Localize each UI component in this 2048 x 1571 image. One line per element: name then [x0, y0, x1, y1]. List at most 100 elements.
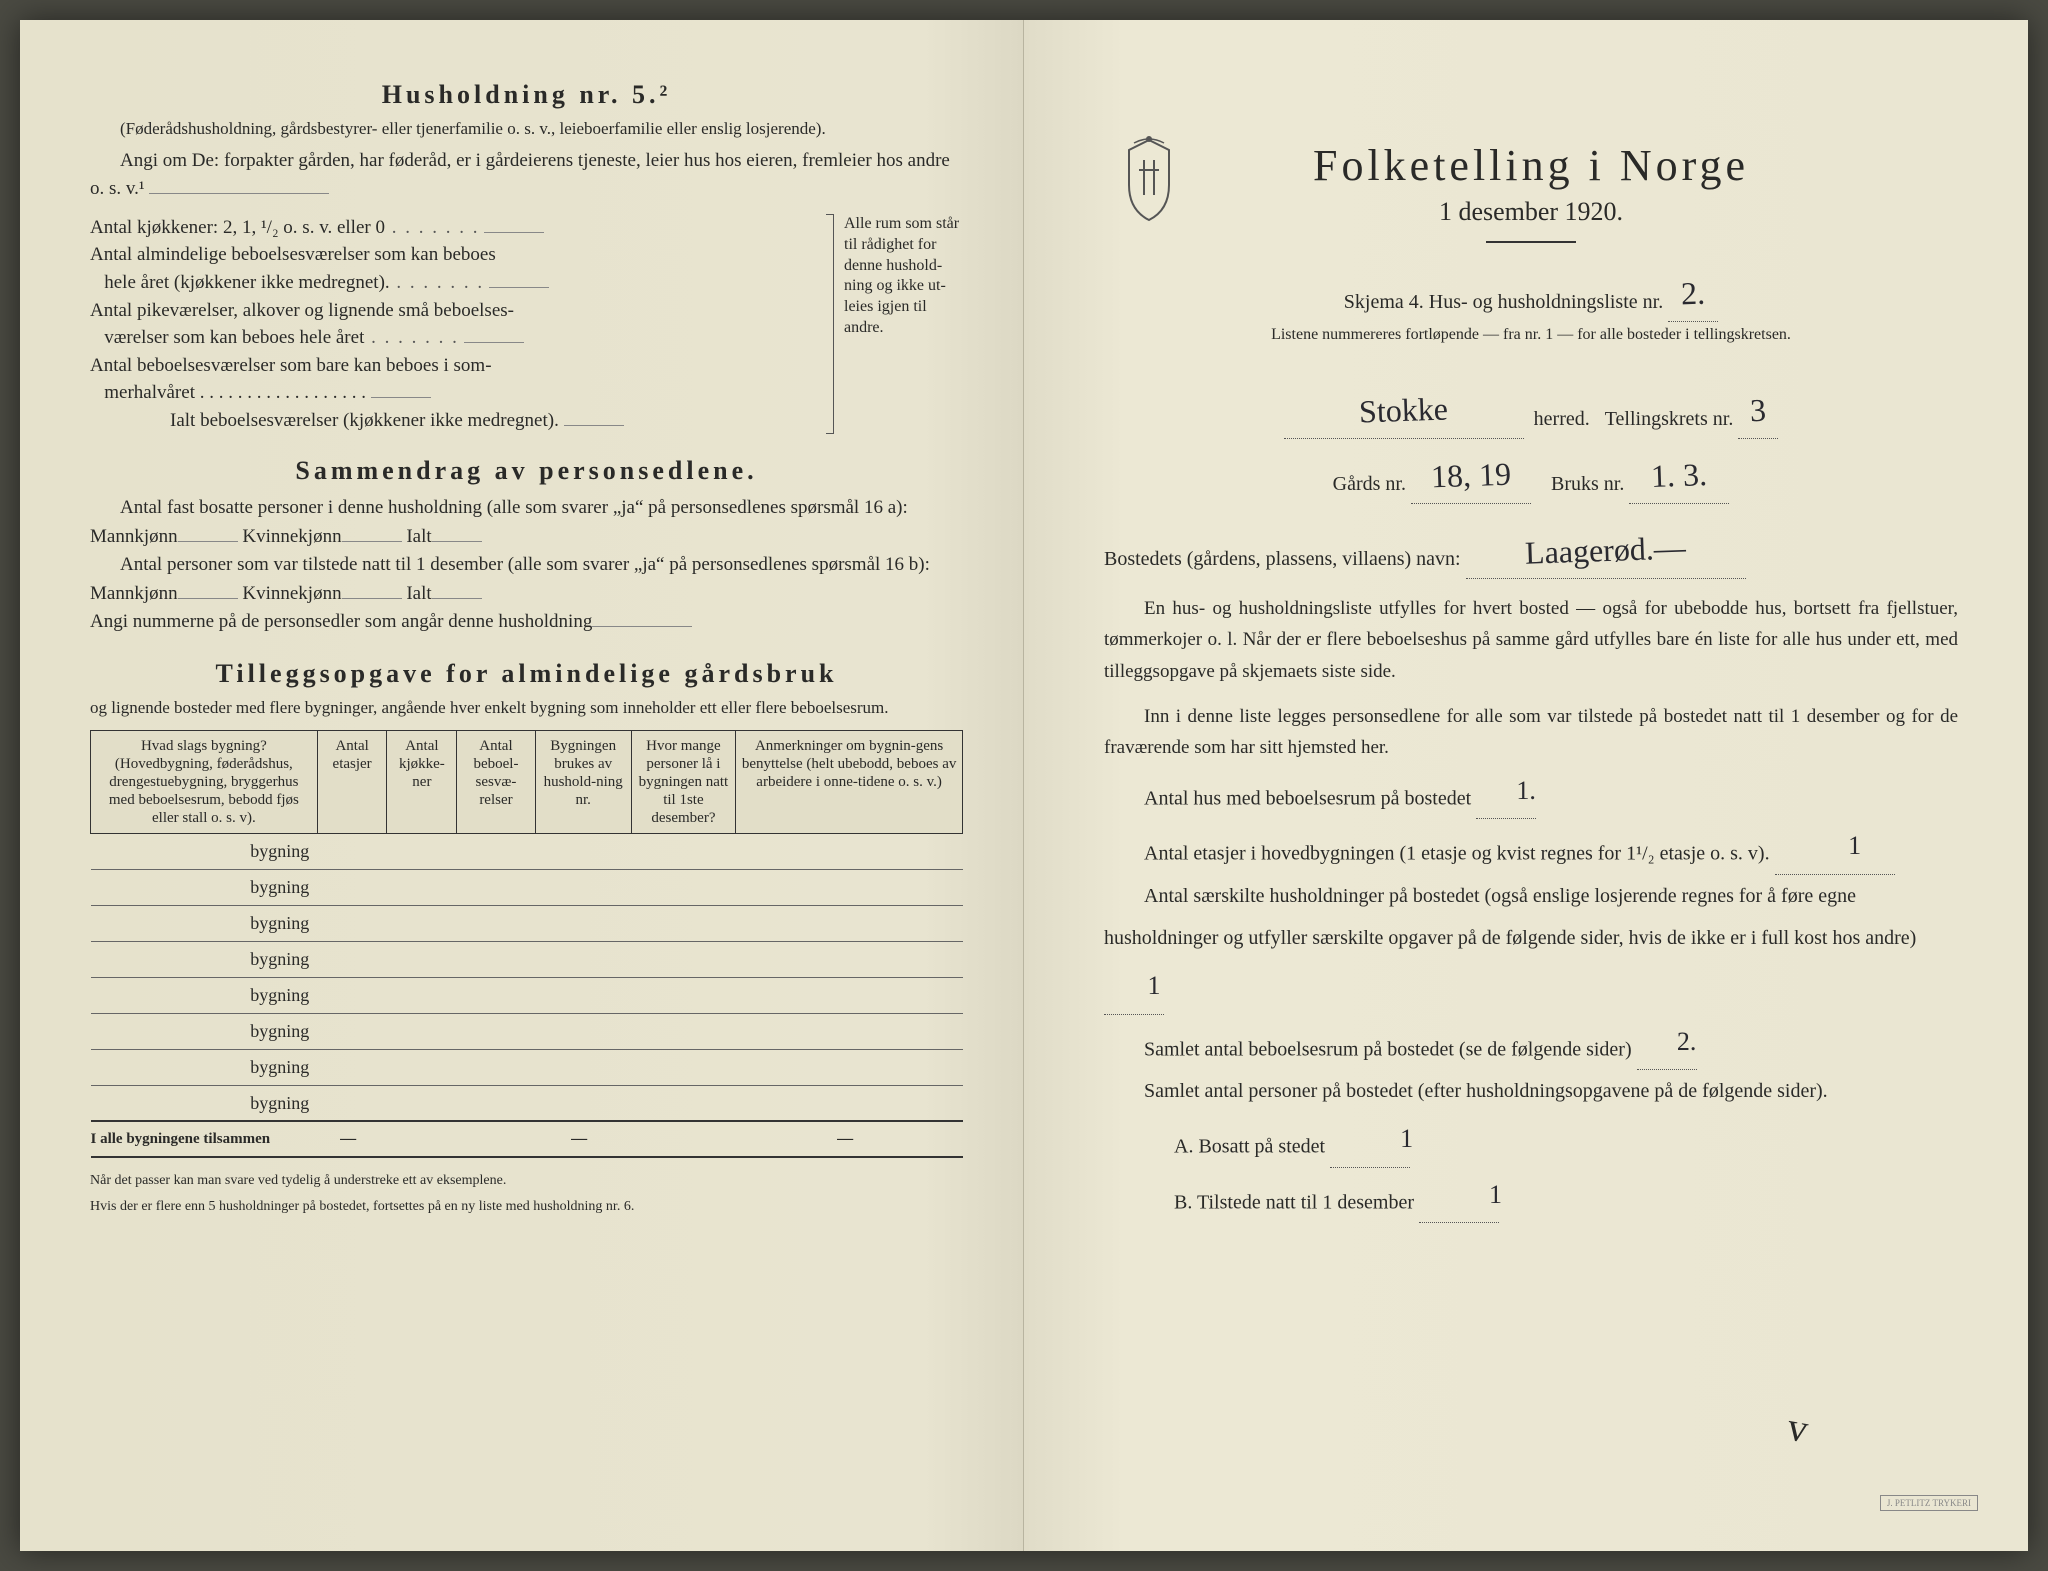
dots — [385, 217, 480, 238]
k1: Antal kjøkkener: 2, 1, ¹/₂ o. s. v. elle… — [90, 214, 833, 242]
listene-note: Listene nummereres fortløpende — fra nr.… — [1104, 326, 1958, 344]
dash: — — [535, 1121, 631, 1157]
footnote1: Når det passer kan man svare ved tydelig… — [90, 1172, 963, 1190]
k2b: hele året (kjøkkener ikke medregnet). — [104, 272, 389, 293]
s2b: Kvinnekjønn — [242, 583, 341, 604]
cell-bygning: bygning — [91, 833, 318, 869]
household-heading: Husholdning nr. 5.² — [90, 80, 963, 110]
f2-value: 1 — [1848, 831, 1861, 860]
kitchen-brace-text: Alle rum som står til rådighet for denne… — [833, 214, 963, 434]
f3-value: 1 — [1148, 971, 1161, 1000]
bostedets-line: Bostedets (gårdens, plassens, villaens) … — [1104, 514, 1958, 579]
blank — [432, 541, 482, 542]
title-rule — [1486, 241, 1576, 243]
f1-value: 1. — [1516, 776, 1536, 805]
f2-row: Antal etasjer i hovedbygningen (1 etasje… — [1104, 819, 1958, 875]
blank — [484, 232, 544, 233]
table-row: bygning — [91, 1049, 963, 1085]
k5-text: Ialt beboelsesværelser (kjøkkener ikke m… — [170, 410, 559, 431]
s2c: Ialt — [406, 583, 431, 604]
left-page: Husholdning nr. 5.² (Føderådshusholdning… — [20, 20, 1024, 1551]
para2: Inn i denne liste legges personsedlene f… — [1104, 701, 1958, 764]
printer-stamp: J. PETLITZ TRYKERI — [1880, 1495, 1978, 1511]
table-row: bygning — [91, 941, 963, 977]
s3: Angi nummerne på de personsedler som ang… — [90, 608, 963, 637]
table-row: bygning — [91, 869, 963, 905]
f1-row: Antal hus med beboelsesrum på bostedet 1… — [1104, 764, 1958, 820]
table-row: bygning — [91, 977, 963, 1013]
sammendrag-heading: Sammendrag av personsedlene. — [90, 456, 963, 486]
s1-text: Antal fast bosatte personer i denne hush… — [90, 497, 908, 547]
blank — [592, 626, 692, 627]
tillegg-heading: Tilleggsopgave for almindelige gårdsbruk — [90, 659, 963, 689]
th7: Anmerkninger om bygnin-gens benyttelse (… — [736, 730, 963, 833]
skjema-line: Skjema 4. Hus- og husholdningsliste nr. … — [1104, 257, 1958, 322]
gards-value: 18, 19 — [1430, 442, 1512, 509]
blank — [342, 541, 402, 542]
tillegg-sub: og lignende bosteder med flere bygninger… — [90, 697, 963, 720]
cell-bygning: bygning — [91, 905, 318, 941]
blank — [432, 598, 482, 599]
gards-line: Gårds nr. 18, 19 Bruks nr. 1. 3. — [1104, 439, 1958, 504]
household-subnote2: Angi om De: forpakter gården, har føderå… — [90, 147, 963, 204]
k3: Antal pikeværelser, alkover og lignende … — [90, 297, 833, 352]
dash: — — [736, 1121, 963, 1157]
s3-text: Angi nummerne på de personsedler som ang… — [90, 611, 592, 632]
blank — [464, 342, 524, 343]
blank — [564, 425, 624, 426]
th3: Antal kjøkke-ner — [387, 730, 457, 833]
blank — [371, 397, 431, 398]
bostedets-value: Laagerød.— — [1524, 515, 1687, 585]
table-row: bygning — [91, 1085, 963, 1121]
household-subnote1: (Føderådshusholdning, gårdsbestyrer- ell… — [90, 118, 963, 141]
k3b: værelser som kan beboes hele året — [104, 327, 364, 348]
para1: En hus- og husholdningsliste utfylles fo… — [1104, 593, 1958, 687]
blank — [178, 598, 238, 599]
s2: Antal personer som var tilstede natt til… — [90, 551, 963, 608]
dash: — — [317, 1121, 387, 1157]
dots2 — [390, 272, 485, 293]
s1b: Kvinnekjønn — [242, 526, 341, 547]
household-sub2-text: Angi om De: forpakter gården, har føderå… — [90, 150, 950, 200]
th1: Hvad slags bygning? (Hovedbygning, føder… — [91, 730, 318, 833]
cell-bygning: bygning — [91, 977, 318, 1013]
skjema-value: 2. — [1680, 261, 1706, 326]
s1: Antal fast bosatte personer i denne hush… — [90, 494, 963, 551]
th4: Antal beboel-sesvæ-relser — [457, 730, 535, 833]
f4-label: Samlet antal beboelsesrum på bostedet (s… — [1144, 1038, 1632, 1060]
tillegg-table: Hvad slags bygning? (Hovedbygning, føder… — [90, 730, 963, 1159]
k2a: Antal almindelige beboelsesværelser som … — [90, 244, 496, 265]
th6: Hvor mange personer lå i bygningen natt … — [631, 730, 736, 833]
cell-bygning: bygning — [91, 941, 318, 977]
herred-value: Stokke — [1358, 376, 1449, 443]
th5: Bygningen brukes av hushold-ning nr. — [535, 730, 631, 833]
blank-line — [149, 193, 329, 194]
cell-bygning: bygning — [91, 1085, 318, 1121]
blank — [342, 598, 402, 599]
f3-label: Antal særskilte husholdninger på bostede… — [1104, 885, 1916, 949]
footnote2: Hvis der er flere enn 5 husholdninger på… — [90, 1198, 963, 1216]
main-title: Folketelling i Norge — [1104, 140, 1958, 191]
right-page: Folketelling i Norge 1 desember 1920. Sk… — [1024, 20, 2028, 1551]
f2-label: Antal etasjer i hovedbygningen (1 etasje… — [1144, 843, 1770, 865]
cell-bygning: bygning — [91, 1049, 318, 1085]
document-spread: Husholdning nr. 5.² (Føderådshusholdning… — [20, 20, 2028, 1551]
k1-text: Antal kjøkkener: 2, 1, ¹/₂ o. s. v. elle… — [90, 217, 385, 238]
k4a: Antal beboelsesværelser som bare kan beb… — [90, 355, 492, 376]
k2: Antal almindelige beboelsesværelser som … — [90, 241, 833, 296]
table-total-row: I alle bygningene tilsammen — — — — [91, 1121, 963, 1157]
table-row: bygning — [91, 833, 963, 869]
fA-label: A. Bosatt på stedet — [1174, 1136, 1325, 1158]
fB-label: B. Tilstede natt til 1 desember — [1174, 1191, 1414, 1213]
tellingskrets-value: 3 — [1749, 378, 1767, 443]
f3-row: Antal særskilte husholdninger på bostede… — [1104, 875, 1958, 1015]
bruks-label: Bruks nr. — [1551, 473, 1624, 495]
k4b: merhalvåret — [104, 382, 195, 403]
k3a: Antal pikeværelser, alkover og lignende … — [90, 300, 514, 321]
f1-label: Antal hus med beboelsesrum på bostedet — [1144, 787, 1471, 809]
skjema-label: Skjema 4. Hus- og husholdningsliste nr. — [1344, 291, 1663, 313]
f5-row: Samlet antal personer på bostedet (efter… — [1104, 1070, 1958, 1112]
th2: Antal etasjer — [317, 730, 387, 833]
title-date: 1 desember 1920. — [1104, 197, 1958, 227]
k5: Ialt beboelsesværelser (kjøkkener ikke m… — [90, 407, 833, 435]
